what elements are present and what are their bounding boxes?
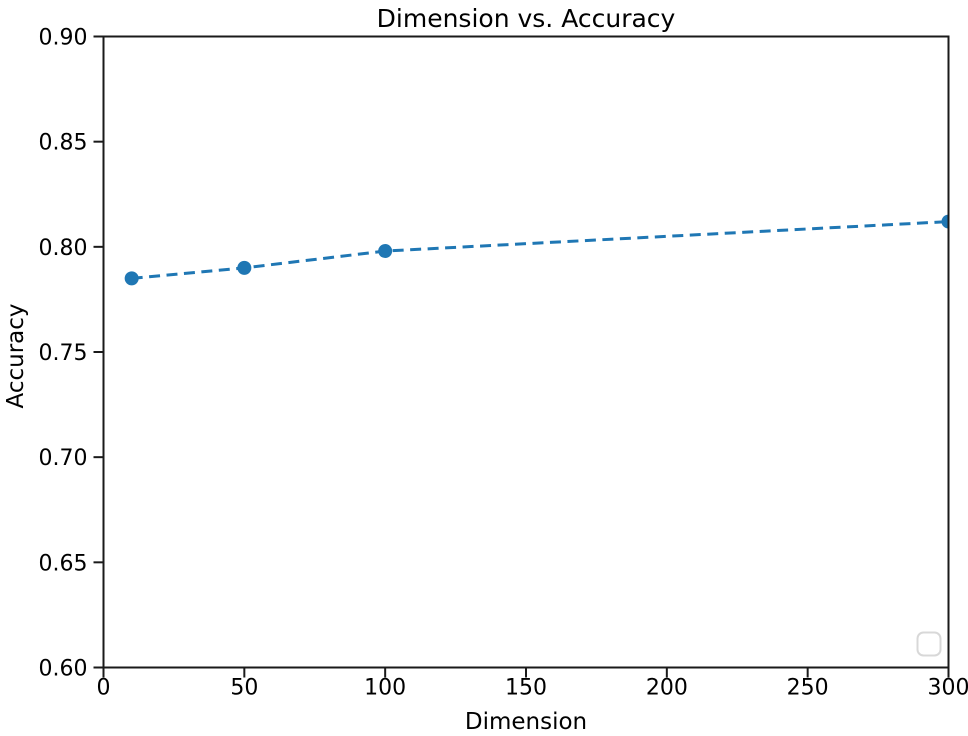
data-line — [131, 220, 949, 280]
axes-spines — [102, 35, 950, 669]
axis-ticks: 0 50 100 150 200 250 300 0.60 0.65 0.70 0.75 0.80 0.… — [39, 26, 968, 701]
y-axis-label: Accuracy — [3, 303, 29, 408]
data-point-marker — [124, 271, 139, 286]
x-tick-label: 250 — [787, 676, 829, 701]
x-tick-label: 150 — [505, 676, 547, 701]
y-tick-label: 0.60 — [39, 657, 88, 682]
y-tick-label: 0.75 — [39, 341, 88, 366]
x-axis-label: Dimension — [465, 709, 587, 735]
chart-title: Dimension vs. Accuracy — [377, 4, 676, 33]
x-tick-label: 200 — [646, 676, 688, 701]
x-tick-label: 100 — [364, 676, 406, 701]
data-point-marker — [378, 244, 393, 259]
data-point-marker — [237, 260, 252, 275]
y-tick-label: 0.70 — [39, 446, 88, 471]
legend — [916, 631, 942, 657]
y-tick-label: 0.65 — [39, 551, 88, 576]
plot-area — [103, 36, 949, 668]
x-tick-label: 0 — [97, 676, 111, 701]
legend-frame — [916, 631, 942, 657]
y-tick-label: 0.85 — [39, 131, 88, 156]
data-series-layer — [124, 214, 949, 286]
x-tick-label: 50 — [230, 676, 258, 701]
y-tick-label: 0.80 — [39, 236, 88, 261]
data-point-marker — [941, 214, 949, 229]
y-tick-label: 0.90 — [39, 26, 88, 51]
x-tick-label: 300 — [928, 676, 968, 701]
